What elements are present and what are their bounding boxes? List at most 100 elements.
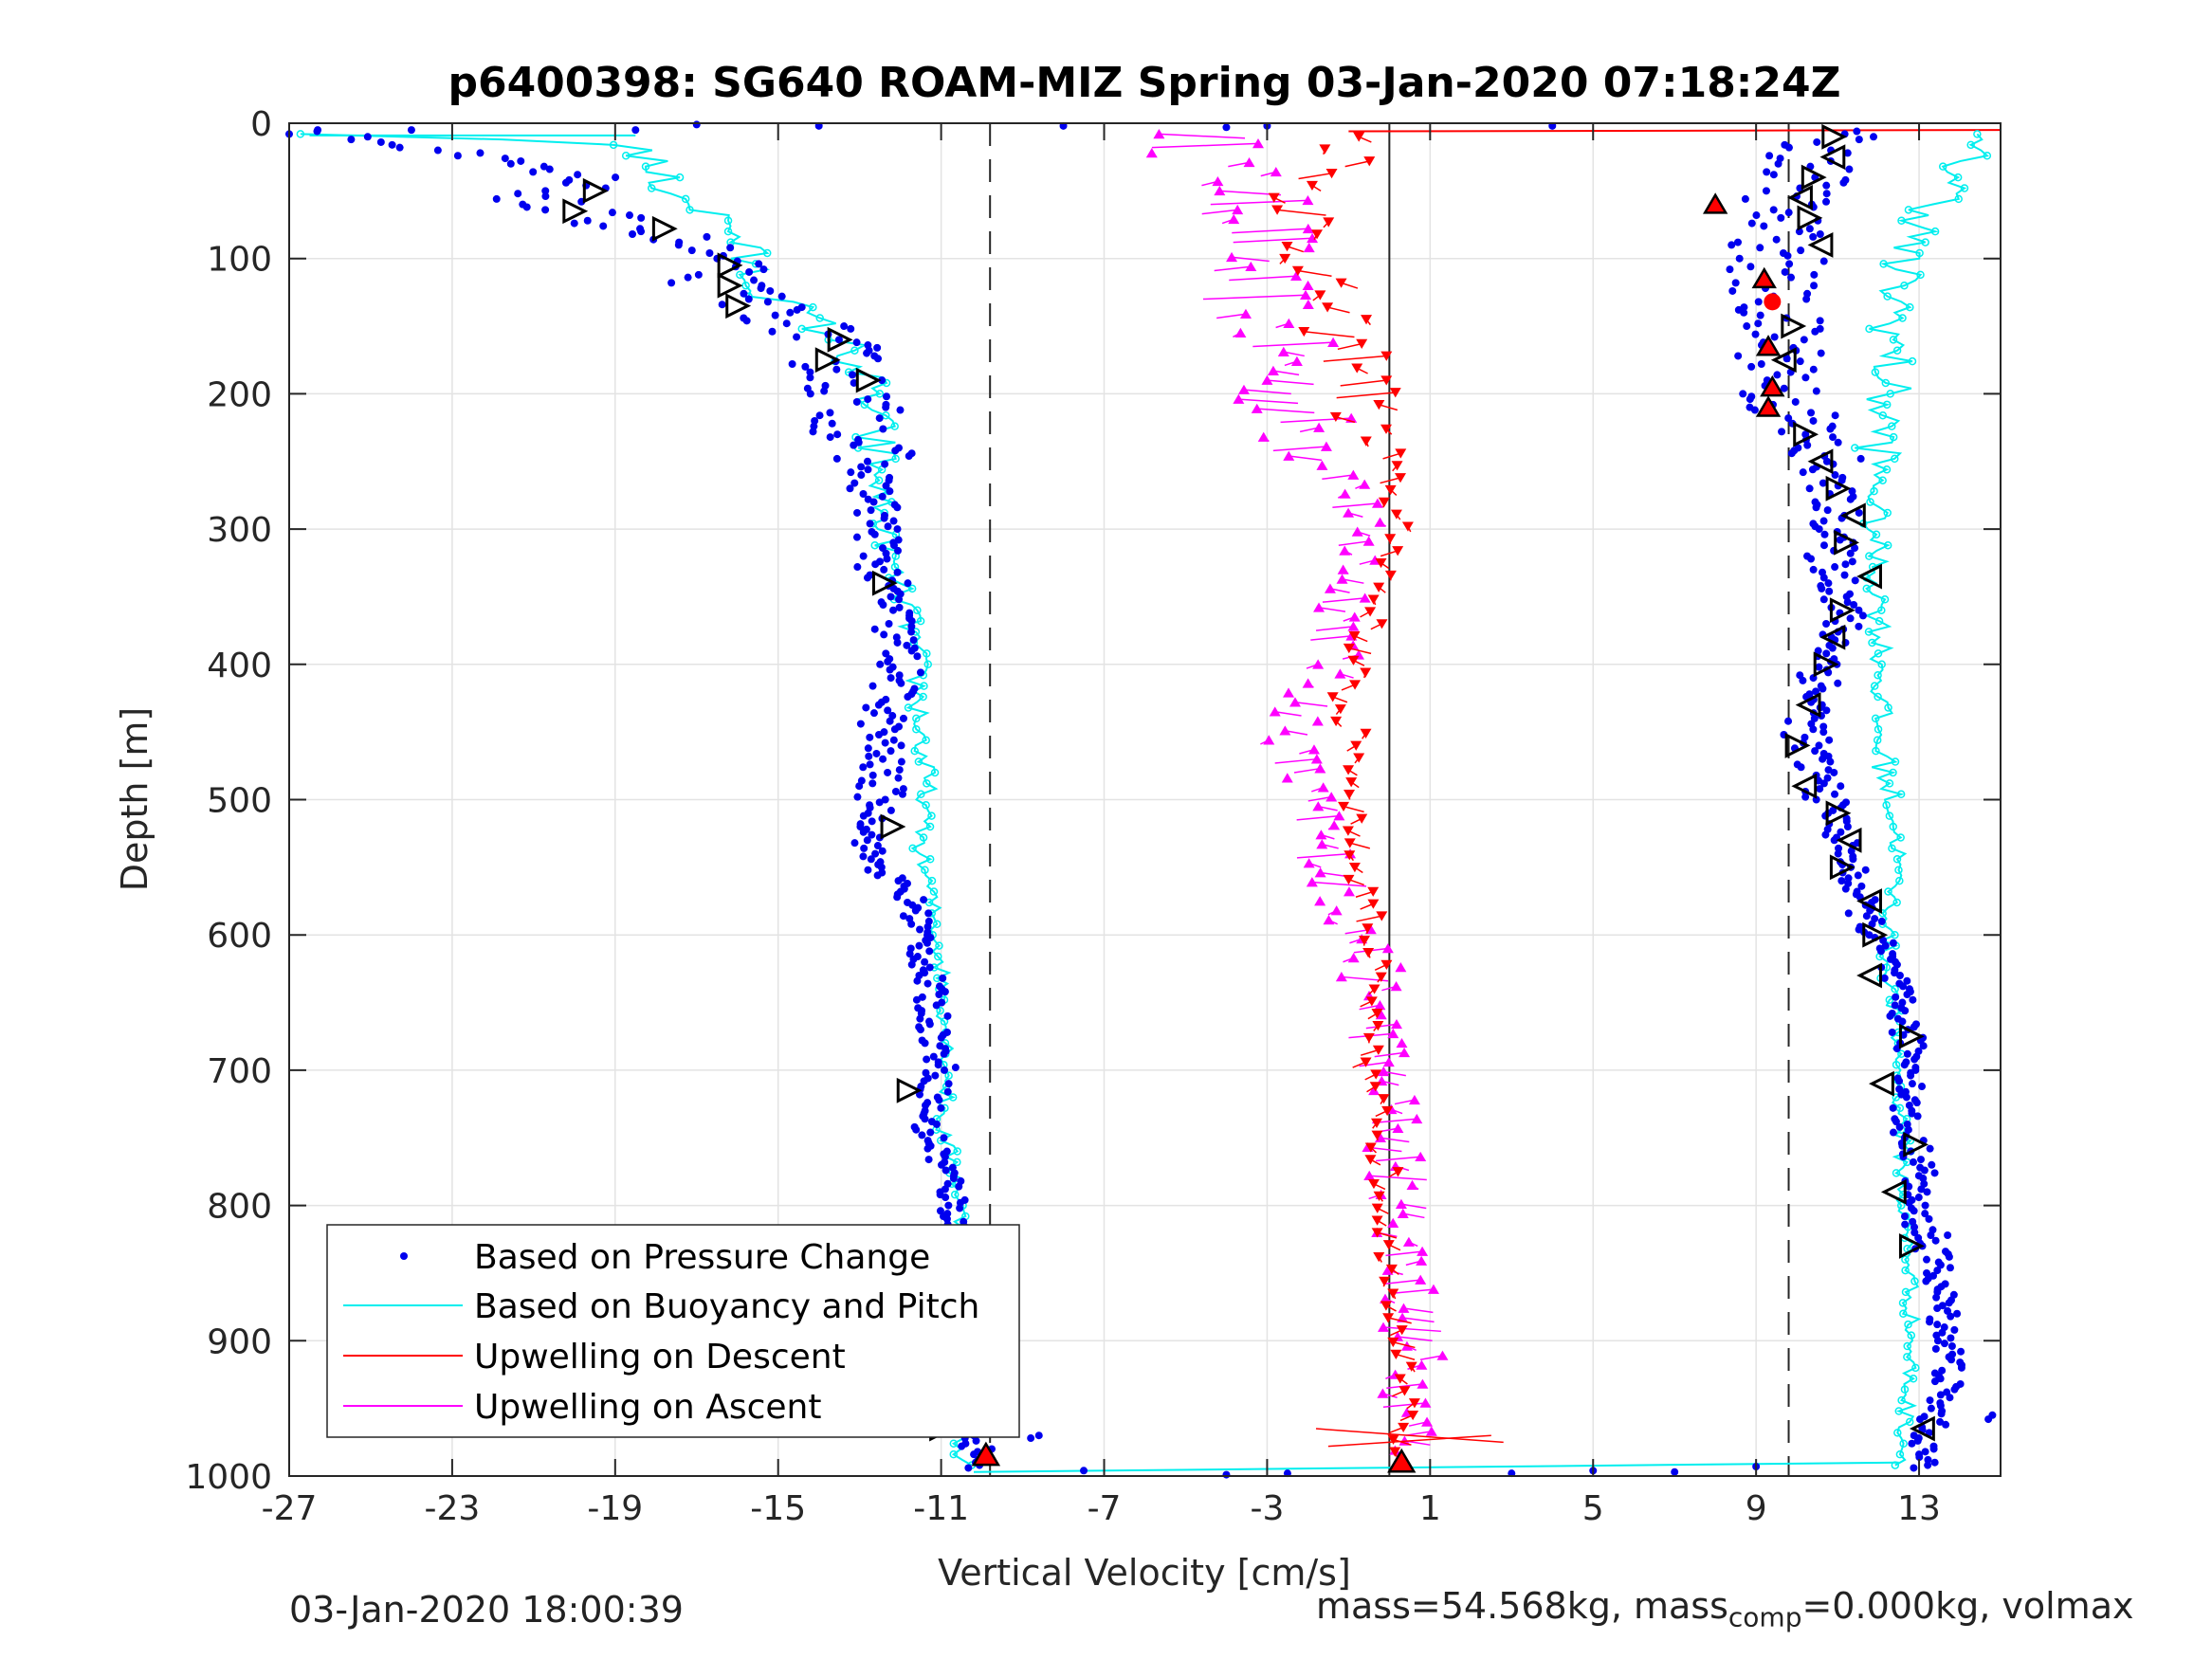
pressure-change-point	[916, 1014, 924, 1023]
pressure-change-point	[875, 798, 884, 807]
descent-upwelling-marker	[1345, 777, 1358, 788]
descent-upwelling-marker	[1343, 643, 1355, 654]
ascent-gc-marker	[1856, 888, 1882, 914]
pressure-change-point	[1770, 333, 1779, 341]
pressure-change-point	[453, 152, 462, 160]
pressure-change-point	[938, 1160, 946, 1169]
buoyancy-pitch-point	[1898, 1299, 1908, 1307]
red-filled-dot	[1764, 293, 1782, 311]
buoyancy-pitch-point	[949, 1449, 958, 1459]
pressure-change-point	[826, 409, 834, 417]
ascent-upwelling-marker	[1324, 583, 1336, 593]
buoyancy-pitch-point	[1872, 746, 1880, 756]
pressure-change-point	[886, 717, 894, 725]
buoyancy-pitch-point	[949, 1439, 959, 1449]
pressure-change-point	[703, 232, 711, 241]
pressure-change-point	[363, 133, 372, 141]
data-layer	[285, 120, 2002, 1479]
descent-upwelling-marker	[1369, 1082, 1381, 1092]
ascent-upwelling-marker	[1252, 138, 1264, 149]
buoyancy-pitch-point	[1904, 206, 1913, 214]
pressure-change-point	[1950, 1385, 1959, 1394]
pressure-change-point	[583, 216, 592, 225]
buoyancy-pitch-point	[1911, 1363, 1920, 1373]
pressure-change-point	[840, 322, 849, 331]
pressure-change-point	[880, 565, 888, 574]
pressure-change-point	[1828, 644, 1837, 652]
pressure-change-point	[1855, 622, 1863, 630]
pressure-change-point	[1903, 1049, 1911, 1058]
pressure-change-point	[667, 279, 676, 287]
pressure-change-point	[1927, 1231, 1935, 1239]
ascent-upwelling-segment	[1289, 455, 1323, 462]
pressure-change-point	[864, 395, 872, 404]
ascent-upwelling-marker	[1336, 574, 1348, 584]
pressure-change-point	[897, 679, 905, 687]
ascent-upwelling-segment	[1272, 446, 1326, 452]
pressure-change-outlier	[1671, 1468, 1679, 1476]
buoyancy-pitch-point	[1901, 1287, 1910, 1297]
ascent-upwelling-marker	[1234, 327, 1247, 337]
pressure-change-point	[1830, 768, 1838, 776]
pressure-change-point	[1843, 598, 1852, 607]
ascent-upwelling-marker	[1417, 1246, 1429, 1256]
pressure-change-point	[923, 939, 931, 947]
descent-upwelling-marker	[1380, 959, 1393, 970]
descent-upwelling-marker	[1323, 217, 1335, 228]
pressure-change-point	[944, 1201, 953, 1210]
ascent-upwelling-segment	[1280, 417, 1352, 424]
ascent-upwelling-marker	[1347, 621, 1360, 631]
ascent-upwelling-marker	[1306, 877, 1318, 887]
descent-gc-marker	[896, 1077, 923, 1103]
descent-upwelling-marker	[1322, 302, 1334, 313]
ascent-upwelling-marker	[1153, 129, 1165, 139]
pressure-change-point	[940, 1134, 948, 1142]
descent-upwelling-marker	[1384, 534, 1397, 544]
pressure-change-point	[915, 941, 923, 950]
ascent-upwelling-marker	[1270, 166, 1282, 177]
pressure-change-point	[1822, 649, 1831, 658]
descent-upwelling-marker	[1350, 740, 1362, 751]
buoyancy-pitch-point	[1953, 173, 1963, 182]
pressure-change-point	[891, 447, 900, 455]
pressure-change-point	[726, 244, 735, 252]
buoyancy-pitch-point	[850, 346, 859, 355]
legend-label-pressure-change: Based on Pressure Change	[474, 1238, 930, 1277]
buoyancy-pitch-point	[1891, 985, 1899, 994]
descent-upwelling-spike	[1315, 1428, 1504, 1444]
pressure-change-point	[1754, 298, 1763, 306]
pressure-change-point	[879, 425, 887, 433]
pressure-change-point	[1834, 438, 1842, 447]
pressure-change-point	[905, 452, 913, 461]
pressure-change-point	[898, 790, 906, 798]
pressure-change-point	[852, 533, 861, 541]
ascent-upwelling-segment	[1359, 1004, 1380, 1011]
ascent-gc-marker	[1898, 1023, 1925, 1049]
descent-upwelling-marker	[1379, 1276, 1391, 1286]
pressure-change-point	[1843, 149, 1852, 157]
pressure-change-point	[1848, 557, 1856, 566]
pressure-change-point	[924, 909, 933, 918]
ascent-gc-marker	[1825, 800, 1852, 827]
ascent-upwelling-segment	[1310, 635, 1352, 641]
pressure-change-point	[1891, 1001, 1899, 1010]
buoyancy-pitch-point	[1899, 1439, 1908, 1449]
pressure-change-point	[1905, 1182, 1913, 1191]
ascent-upwelling-marker	[1267, 365, 1279, 375]
pressure-change-point	[705, 248, 714, 257]
pressure-change-point	[1947, 1312, 1955, 1321]
pressure-change-point	[1784, 414, 1793, 423]
buoyancy-pitch-point	[1871, 368, 1880, 376]
ascent-upwelling-marker	[1359, 592, 1371, 603]
pressure-change-point	[850, 441, 858, 449]
ascent-gc-marker	[1825, 475, 1852, 501]
pressure-change-point	[884, 768, 892, 776]
pressure-change-point	[1921, 1448, 1929, 1456]
ascent-upwelling-marker	[1362, 536, 1375, 546]
pressure-change-point	[859, 811, 868, 820]
ascent-upwelling-marker	[1436, 1350, 1449, 1360]
pressure-change-point	[1903, 976, 1911, 985]
descent-upwelling-marker	[1390, 1349, 1402, 1359]
buoyancy-pitch-point	[1874, 725, 1883, 734]
descent-upwelling-segment	[1341, 282, 1359, 289]
